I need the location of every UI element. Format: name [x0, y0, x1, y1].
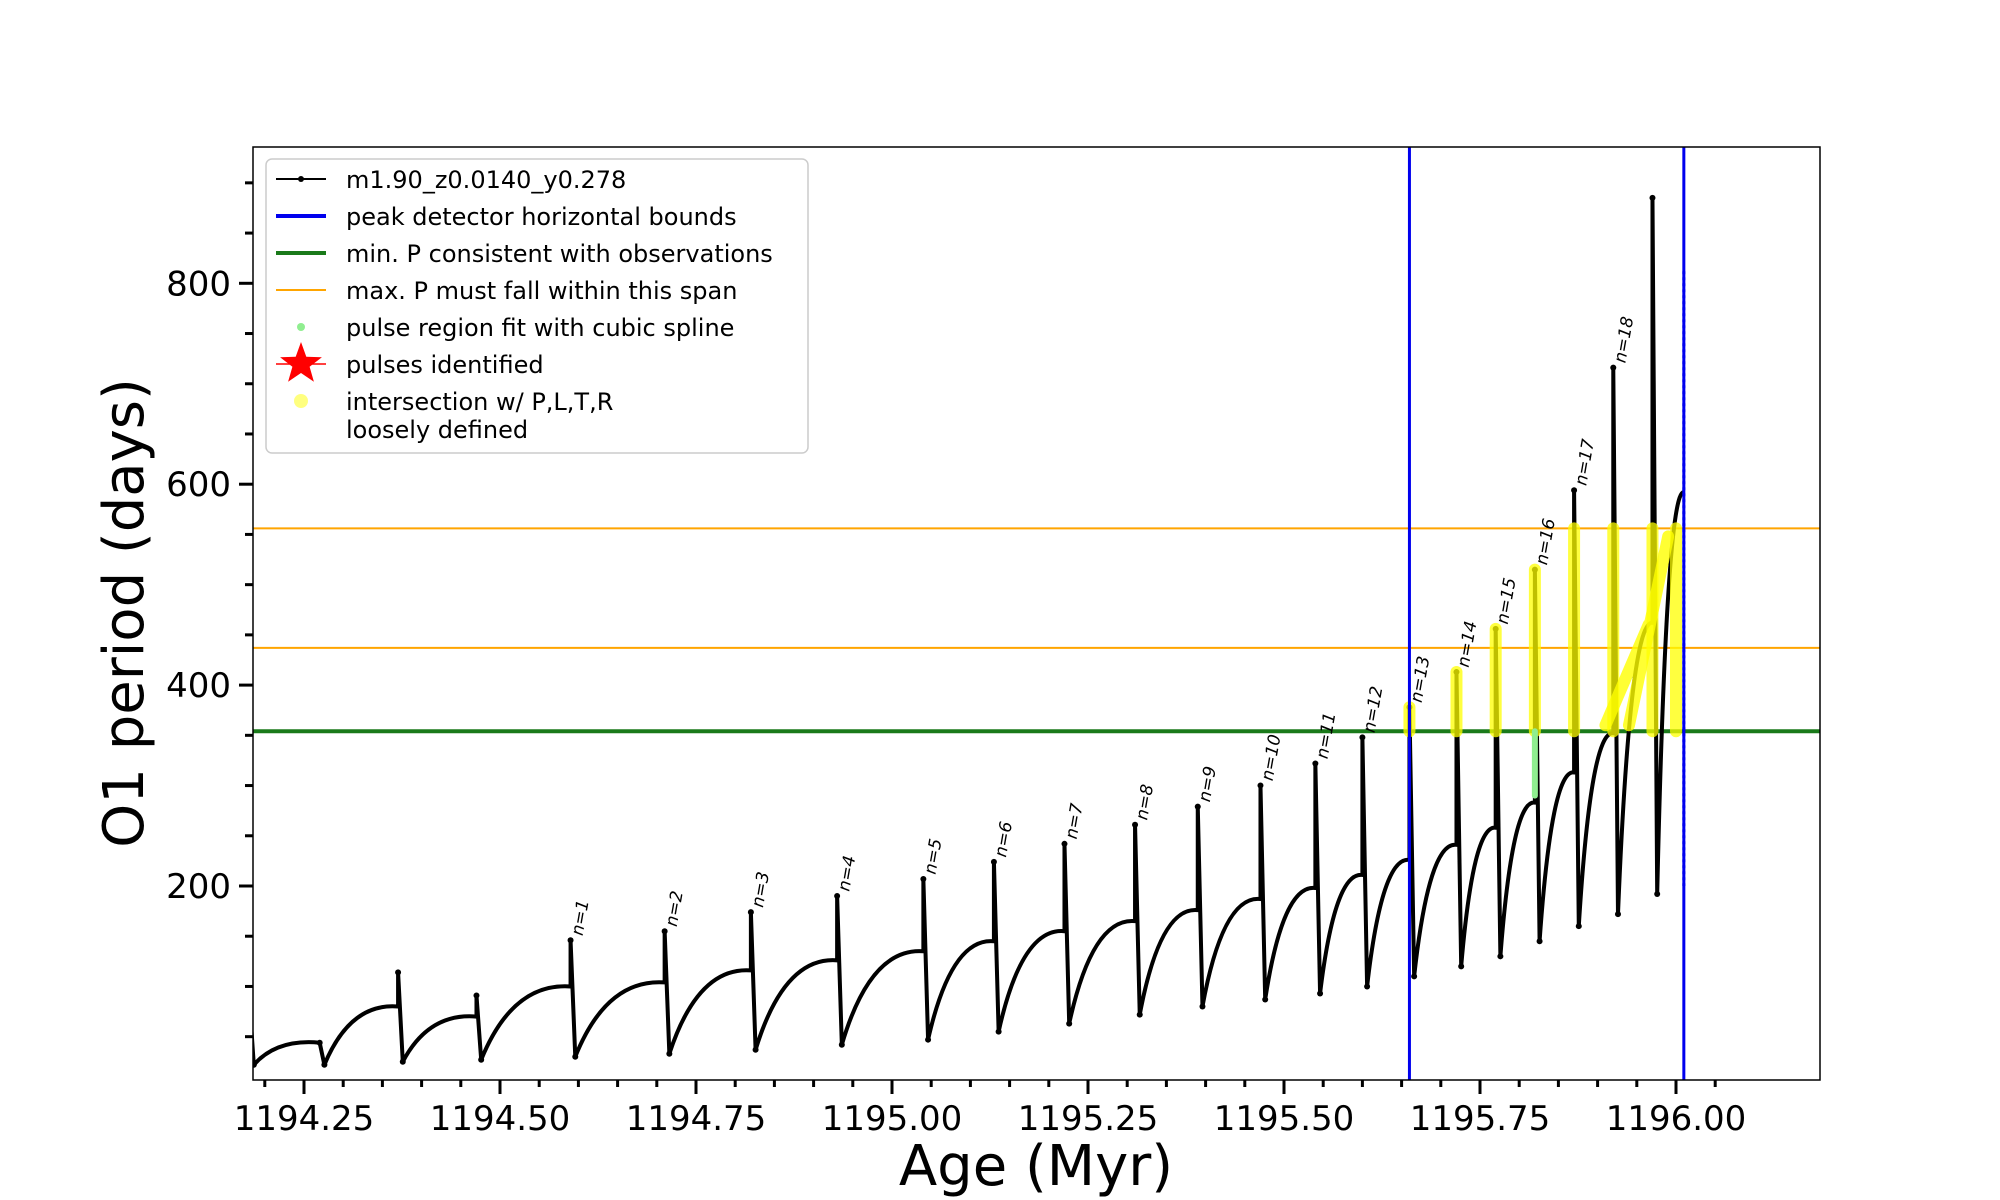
legend-label-pulses: pulses identified [346, 351, 544, 379]
peak-point-11 [1061, 840, 1068, 847]
pulse-label-10: n=10 [1258, 733, 1286, 782]
x-tick-label-6: 1195.50 [1214, 1099, 1355, 1139]
legend-dot-series [298, 176, 304, 182]
x-tick-label-5: 1195.25 [1018, 1099, 1159, 1139]
min-point-20 [1536, 938, 1543, 945]
min-point-8 [838, 1041, 845, 1048]
legend-marker-pulses [280, 342, 322, 382]
pulse-label-1: n=1 [568, 898, 594, 937]
min-point-6 [666, 1050, 673, 1057]
x-tick-label-7: 1195.75 [1410, 1099, 1551, 1139]
min-point-18 [1458, 963, 1465, 970]
legend-label-series: m1.90_z0.0140_y0.278 [346, 166, 626, 194]
y-tick-label-1: 200 [166, 867, 231, 907]
pulse-label-9: n=9 [1195, 765, 1221, 804]
legend-box [265, 158, 809, 454]
x-tick-label-4: 1195.00 [822, 1099, 963, 1139]
pulse-label-11: n=11 [1313, 711, 1341, 760]
peak-point-9 [920, 875, 927, 882]
min-point-9 [925, 1036, 932, 1043]
y-axis-ticks: 200 400 600 800 [166, 181, 253, 1039]
peak-point-3 [395, 969, 402, 976]
x-axis-label: Age (Myr) [899, 1134, 1173, 1199]
legend-label-min_p: min. P consistent with observations [346, 240, 773, 268]
peak-point-7 [747, 909, 754, 916]
y-tick-label-4: 800 [166, 264, 231, 304]
min-point-19 [1497, 953, 1504, 960]
peak-point-22 [1610, 364, 1617, 371]
pulse-label-6: n=6 [991, 820, 1017, 859]
pulse-label-14: n=14 [1454, 619, 1482, 668]
y-tick-label-3: 600 [166, 465, 231, 505]
pulse-label-16: n=16 [1532, 517, 1560, 567]
x-tick-label-8: 1196.00 [1606, 1099, 1747, 1139]
pulse-label-18: n=18 [1611, 315, 1639, 365]
pulse-label-5: n=5 [921, 837, 947, 876]
peak-point-5 [567, 937, 574, 944]
pulse-label-2: n=2 [662, 889, 688, 928]
peak-point-1 [246, 993, 252, 999]
pulse-label-7: n=7 [1062, 802, 1088, 841]
pulse-label-17: n=17 [1571, 437, 1599, 487]
x-tick-label-3: 1194.75 [626, 1099, 767, 1139]
min-point-21 [1575, 923, 1582, 930]
y-tick-label-2: 400 [166, 666, 231, 706]
min-point-22 [1614, 911, 1621, 918]
min-point-23 [1654, 891, 1661, 898]
min-point-15 [1317, 990, 1324, 997]
peak-point-6 [661, 928, 668, 935]
pulse-label-15: n=15 [1493, 576, 1521, 625]
min-point-14 [1262, 996, 1269, 1003]
horizontal-reference-lines [253, 527, 1820, 734]
peak-point-14 [1257, 782, 1264, 789]
peak-point-4 [473, 992, 480, 999]
peak-point-15 [1312, 760, 1319, 767]
legend-label-loose: intersection w/ P,L,T,R [346, 388, 613, 416]
min-point-13 [1199, 1003, 1206, 1010]
pulse-label-3: n=3 [748, 870, 774, 909]
min-point-4 [478, 1056, 485, 1063]
pulse-label-4: n=4 [834, 854, 860, 893]
peak-point-13 [1194, 803, 1201, 810]
min-point-11 [1066, 1020, 1073, 1027]
min-point-7 [752, 1046, 759, 1053]
legend-label-bounds: peak detector horizontal bounds [346, 203, 737, 231]
min-point-16 [1364, 983, 1371, 990]
legend-label-max_p_span: max. P must fall within this span [346, 277, 737, 305]
highlight-markers [1403, 522, 1682, 799]
plot-frame [252, 146, 1821, 1081]
min-point-2 [321, 1061, 328, 1068]
loose-ramp [1599, 530, 1675, 732]
legend-marker-spline [297, 323, 305, 331]
min-point-3 [399, 1058, 406, 1065]
min-point-17 [1411, 973, 1418, 980]
legend-marker-loose [294, 394, 308, 408]
y-axis-label: O1 period (days) [92, 378, 157, 848]
min-point-5 [572, 1053, 579, 1060]
peak-point-23 [1649, 194, 1656, 201]
peak-detector-bounds [1407, 147, 1686, 1080]
x-axis-ticks: 1194.25 1194.50 1194.75 1195.00 1195.25 1195.… [234, 1080, 1747, 1139]
peak-point-2 [316, 1039, 323, 1046]
peak-point-16 [1359, 734, 1366, 741]
x-tick-label-1: 1194.25 [234, 1099, 375, 1139]
min-point-1 [253, 1061, 257, 1068]
pulse-label-12: n=12 [1360, 685, 1388, 734]
x-tick-label-2: 1194.50 [430, 1099, 571, 1139]
peak-point-21 [1571, 487, 1578, 494]
min-point-12 [1136, 1011, 1143, 1018]
peak-point-12 [1132, 821, 1139, 828]
peak-point-8 [834, 893, 841, 900]
legend-label2-loose: loosely defined [346, 416, 528, 444]
peak-point-10 [990, 858, 997, 865]
min-point-10 [995, 1028, 1002, 1035]
legend-label-spline: pulse region fit with cubic spline [346, 314, 734, 342]
pulse-label-8: n=8 [1132, 783, 1158, 822]
